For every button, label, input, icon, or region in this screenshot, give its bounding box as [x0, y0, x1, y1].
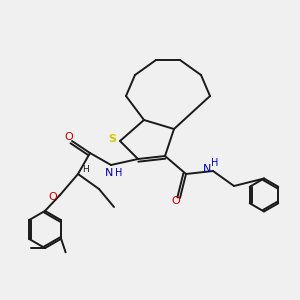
- Text: O: O: [171, 196, 180, 206]
- Text: O: O: [64, 131, 74, 142]
- Text: O: O: [48, 191, 57, 202]
- Text: H: H: [115, 167, 122, 178]
- Text: N: N: [105, 167, 114, 178]
- Text: N: N: [203, 164, 211, 175]
- Text: H: H: [211, 158, 218, 169]
- Text: S: S: [109, 134, 116, 145]
- Text: H: H: [82, 165, 89, 174]
